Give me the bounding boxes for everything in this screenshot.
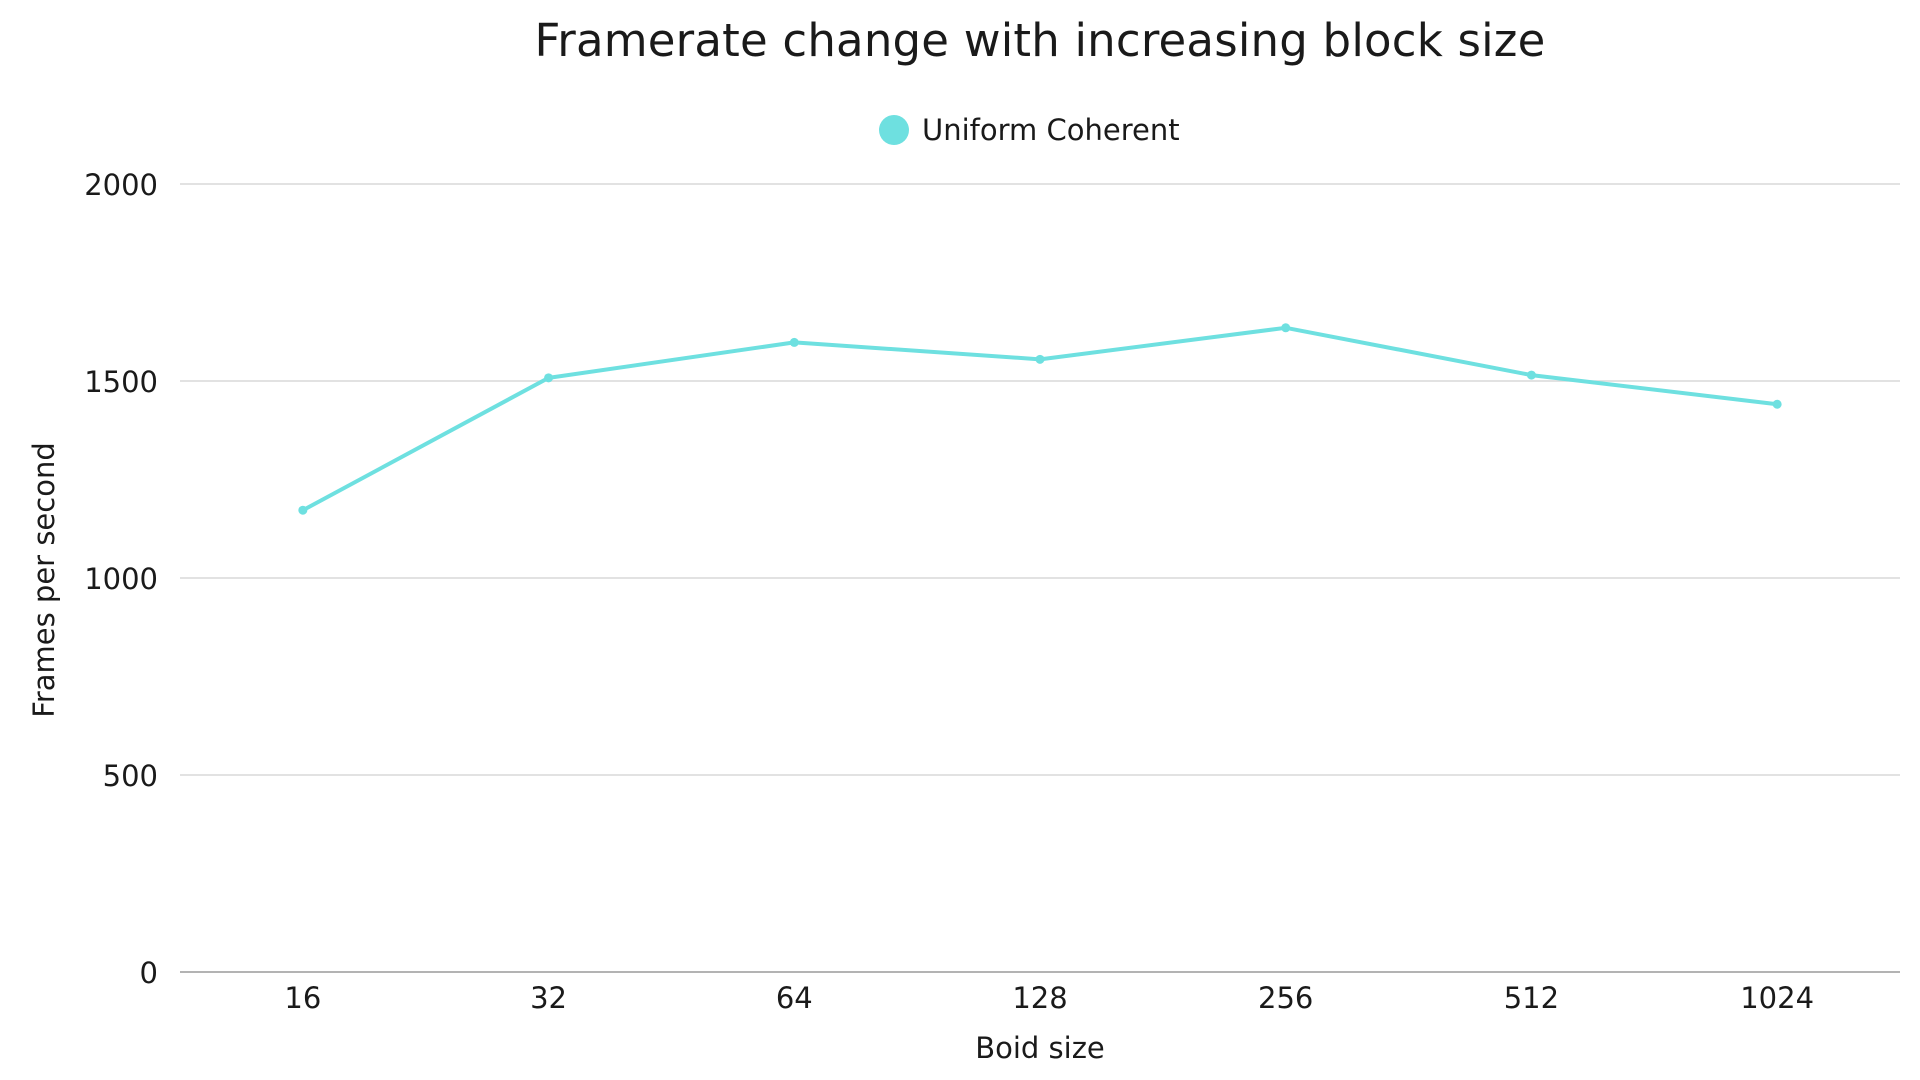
x-axis-label: Boid size [975, 1031, 1105, 1065]
x-tick-label: 512 [1504, 981, 1559, 1015]
x-tick-label: 256 [1258, 981, 1313, 1015]
y-axis-label: Frames per second [27, 442, 61, 718]
x-tick-label: 32 [530, 981, 567, 1015]
y-tick-label: 0 [140, 956, 158, 990]
data-point [789, 337, 799, 347]
y-tick-label: 2000 [84, 168, 158, 202]
data-point [1035, 354, 1045, 364]
legend-marker [879, 115, 909, 145]
x-tick-label: 64 [776, 981, 813, 1015]
data-point [1281, 323, 1291, 333]
data-point [1526, 370, 1536, 380]
data-point [298, 505, 308, 515]
y-tick-label: 500 [103, 759, 158, 793]
legend[interactable]: Uniform Coherent [879, 113, 1180, 147]
x-tick-label: 1024 [1740, 981, 1814, 1015]
x-tick-label: 128 [1012, 981, 1067, 1015]
grid-layer [180, 183, 1900, 776]
y-tick-label: 1000 [84, 562, 158, 596]
axis-layer: 0 500 1000 1500 2000 16 32 64 128 256 512 1024 [84, 168, 1900, 1015]
legend-label: Uniform Coherent [922, 113, 1180, 147]
data-point [1772, 399, 1782, 409]
x-tick-label: 16 [284, 981, 321, 1015]
y-tick-label: 1500 [84, 365, 158, 399]
series-layer [298, 323, 1782, 515]
data-point [544, 373, 554, 383]
chart-title: Framerate change with increasing block s… [534, 14, 1546, 67]
